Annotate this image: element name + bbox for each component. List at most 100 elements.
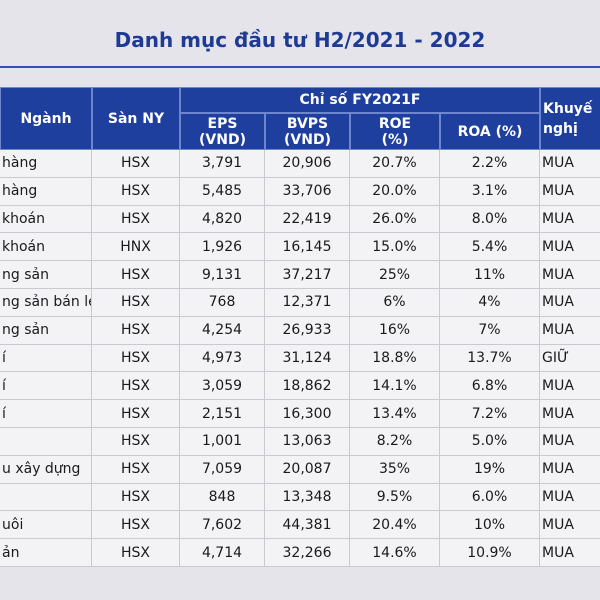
table-cell: 35% [350,455,440,484]
table-cell: 5.0% [440,428,540,456]
table-cell: 4,714 [180,539,265,567]
table-cell [0,428,92,456]
table-cell: MUA [540,233,600,262]
table-cell: HSX [92,511,180,540]
table-cell: í [0,400,92,428]
table-cell: 8.2% [350,428,440,456]
table-cell: 3.1% [440,177,540,206]
table-cell: 1,926 [180,233,265,262]
table-cell: 1,001 [180,428,265,456]
header-group: Chỉ số FY2021F [180,87,540,113]
table-cell: MUA [540,205,600,234]
table-cell: 10.9% [440,539,540,567]
table-cell: HSX [92,150,180,178]
table-cell: HSX [92,261,180,289]
table-cell: HNX [92,233,180,262]
table-cell: 6.0% [440,483,540,512]
table-cell: 6% [350,289,440,317]
table-cell: HSX [92,539,180,567]
table-cell: HSX [92,316,180,345]
table-cell: khoán [0,205,92,234]
table-cell: 848 [180,483,265,512]
table-cell: í [0,372,92,401]
table-cell: 10% [440,511,540,540]
table-cell: ản [0,539,92,567]
table-cell: u xây dựng [0,455,92,484]
table-cell: 8.0% [440,205,540,234]
table-cell: 31,124 [265,344,350,373]
table-cell: 3,059 [180,372,265,401]
table-cell: 9,131 [180,261,265,289]
header-column: ROA (%) [440,113,540,150]
table-cell: 2.2% [440,150,540,178]
table-cell: 4,820 [180,205,265,234]
table-cell: MUA [540,289,600,317]
header-sector: Ngành [0,87,92,150]
table-cell: 20,906 [265,150,350,178]
header-column: ROE (%) [350,113,440,150]
table-cell: 13,063 [265,428,350,456]
table-cell: 14.6% [350,539,440,567]
table-cell: MUA [540,316,600,345]
table-cell: 4% [440,289,540,317]
table-cell: 16% [350,316,440,345]
table-cell: khoán [0,233,92,262]
table-cell: 768 [180,289,265,317]
title-rule [0,66,600,68]
table-cell: MUA [540,511,600,540]
table-cell: HSX [92,289,180,317]
table-cell: 13.4% [350,400,440,428]
table-cell: 6.8% [440,372,540,401]
table-cell: 7,059 [180,455,265,484]
table-cell: HSX [92,372,180,401]
table-cell: HSX [92,400,180,428]
table-cell: 18.8% [350,344,440,373]
table-cell: 33,706 [265,177,350,206]
table-cell: 13.7% [440,344,540,373]
table-cell: 32,266 [265,539,350,567]
table-cell: HSX [92,455,180,484]
header-recommendation: Khuyế nghị [540,87,600,150]
table-cell: MUA [540,483,600,512]
header-recommendation-line: nghị [543,120,578,137]
table-cell: HSX [92,483,180,512]
table-cell: 5.4% [440,233,540,262]
table-cell: ng sản [0,261,92,289]
table-cell: 2,151 [180,400,265,428]
table-cell: 4,973 [180,344,265,373]
table-cell: uôi [0,511,92,540]
table-cell: MUA [540,372,600,401]
header-column: EPS (VND) [180,113,265,150]
header-column: BVPS (VND) [265,113,350,150]
table-cell: 13,348 [265,483,350,512]
table-cell: 14.1% [350,372,440,401]
table-cell: 22,419 [265,205,350,234]
table-cell: 7,602 [180,511,265,540]
title: Danh mục đầu tư H2/2021 - 2022 [114,28,486,52]
table-cell: 4,254 [180,316,265,345]
table-cell: MUA [540,455,600,484]
table-cell: ng sản [0,316,92,345]
table-cell: 25% [350,261,440,289]
table-cell: HSX [92,205,180,234]
table-cell: 7% [440,316,540,345]
table-cell: 18,862 [265,372,350,401]
table-cell: 20.4% [350,511,440,540]
table-cell: 20.0% [350,177,440,206]
table-cell: 16,145 [265,233,350,262]
table-cell: 5,485 [180,177,265,206]
table-cell: GIỮ [540,344,600,373]
table-cell: 11% [440,261,540,289]
table-cell: hàng [0,177,92,206]
table-cell: MUA [540,539,600,567]
table-cell: MUA [540,428,600,456]
table-cell: 15.0% [350,233,440,262]
table-cell: 20.7% [350,150,440,178]
table-cell: í [0,344,92,373]
table-cell: MUA [540,261,600,289]
table-cell: MUA [540,177,600,206]
table-cell: 16,300 [265,400,350,428]
table-cell: HSX [92,428,180,456]
